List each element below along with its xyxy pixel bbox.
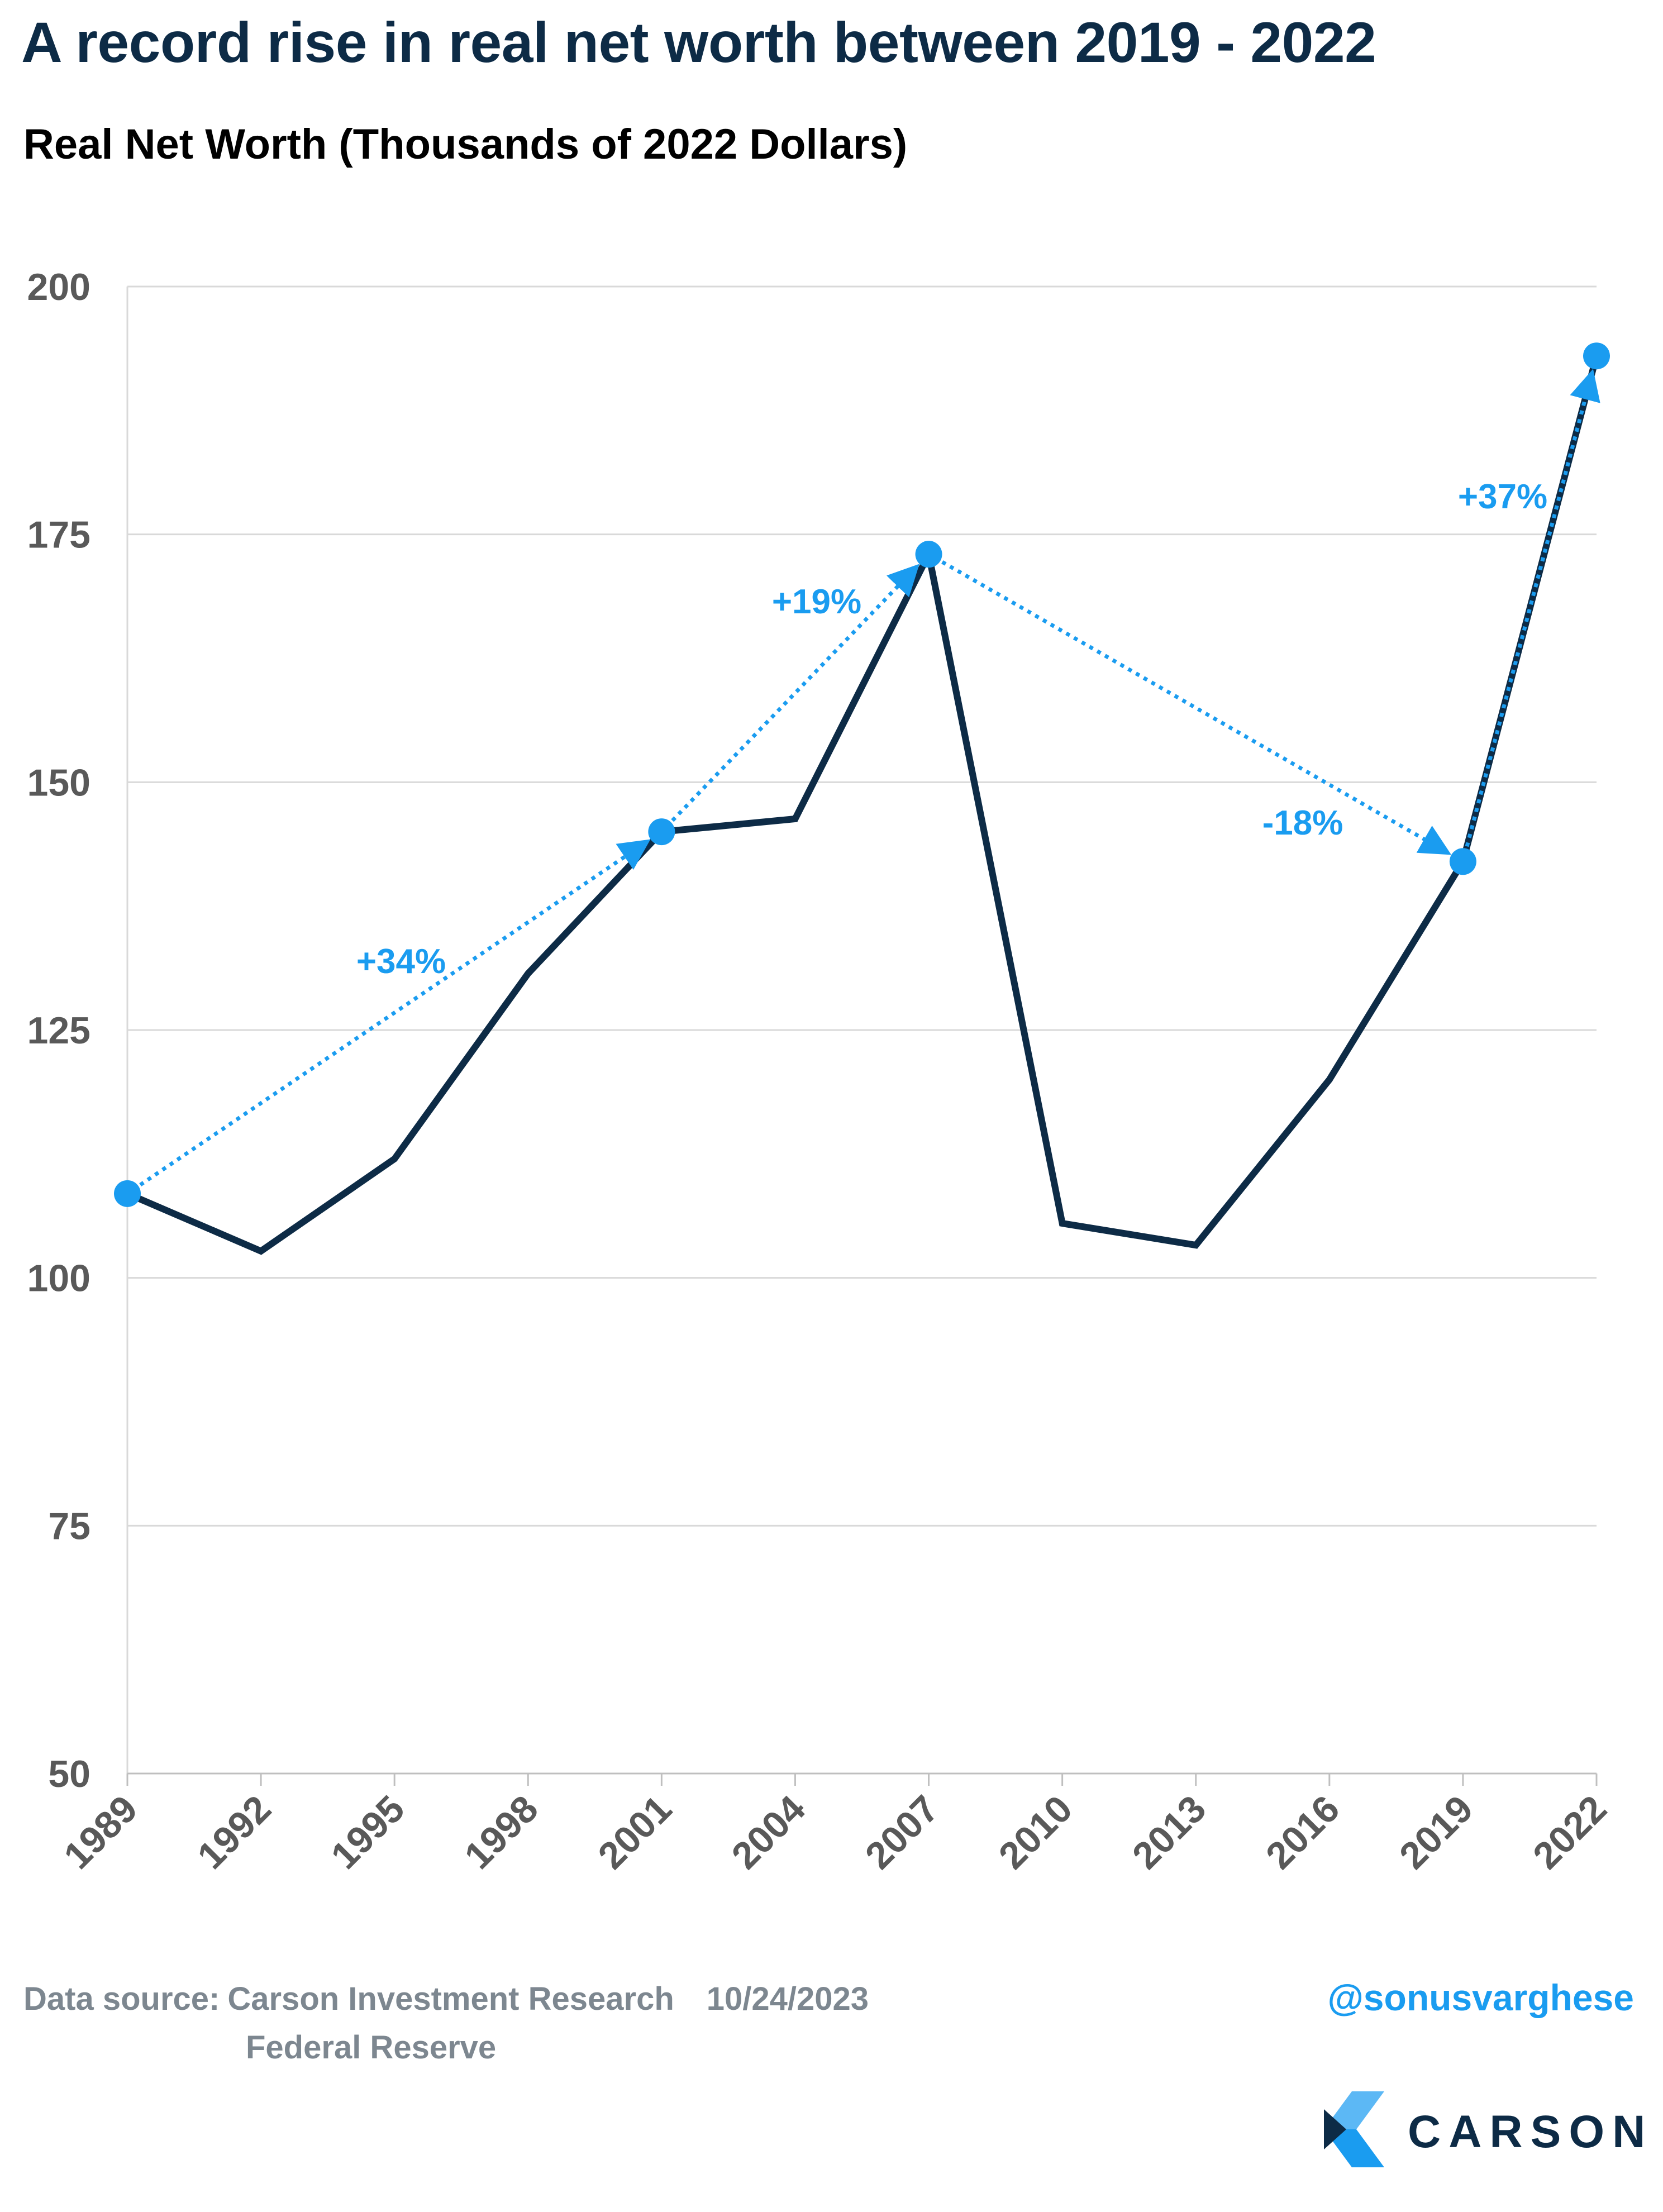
carson-logo-icon [1324,2091,1384,2167]
x-tick-label: 1989 [56,1787,146,1877]
grid-lines [127,285,1597,1527]
y-tick-label: 175 [27,514,90,556]
axes [126,287,1598,1786]
change-label: +37% [1458,478,1547,516]
highlight-points [114,342,1610,1207]
y-tick-label: 75 [48,1505,90,1547]
x-tick-label: 2001 [590,1787,680,1877]
y-tick-label: 50 [48,1753,90,1795]
carson-logo: CARSON [1318,2085,1645,2174]
x-axis-tick-labels: 1989 1992 1995 1998 2001 2004 2007 2010 2013 2016… [56,1787,1615,1877]
data-source: Data source: Carson Investment Research 10… [23,1980,869,2018]
change-label: +19% [772,583,861,621]
x-tick-label: 2007 [857,1787,947,1877]
x-tick-label: 2004 [723,1787,813,1877]
y-axis-tick-labels: 50 75 100 125 150 175 200 [27,266,90,1795]
x-tick-label: 2016 [1258,1787,1348,1877]
change-arrow [139,839,651,1187]
x-tick-label: 2010 [991,1787,1081,1877]
change-label: +34% [356,942,446,981]
x-tick-label: 1992 [189,1787,279,1877]
carson-logo-text: CARSON [1408,2106,1654,2157]
data-source-primary: Carson Investment Research [227,1981,674,2017]
x-tick-label: 2022 [1525,1787,1615,1877]
y-tick-label: 200 [27,266,90,308]
series-lines [124,352,1600,1255]
chart-title: A record rise in real net worth between … [21,11,1376,74]
change-annotations: +34% +19% -18% +37% [356,478,1547,981]
publish-date: 10/24/2023 [706,1981,869,2017]
x-tick-label: 1998 [456,1787,546,1877]
highlight-point [915,541,942,568]
x-tick-label: 1995 [323,1787,413,1877]
data-source-label: Data source: [23,1981,220,2017]
data-source-secondary: Federal Reserve [246,2029,497,2066]
change-arrows [139,369,1600,1187]
line-chart: 50 75 100 125 150 175 200 1989 1992 1995 1998 2001… [27,266,1615,1877]
author-handle: @sonusvarghese [1327,1977,1634,2018]
highlight-point [1583,342,1610,370]
y-tick-label: 150 [27,761,90,804]
change-label: -18% [1262,804,1343,842]
highlight-point [1449,848,1476,875]
highlight-point [648,818,675,846]
change-arrow [1465,369,1600,847]
series-line [124,352,1600,1255]
change-arrow [941,560,1452,855]
highlight-point [114,1180,141,1207]
x-tick-label: 2013 [1124,1787,1214,1877]
chart-subtitle: Real Net Worth (Thousands of 2022 Dollar… [23,121,908,168]
x-tick-label: 2019 [1392,1787,1481,1877]
y-tick-label: 125 [27,1009,90,1052]
y-tick-label: 100 [27,1257,90,1300]
